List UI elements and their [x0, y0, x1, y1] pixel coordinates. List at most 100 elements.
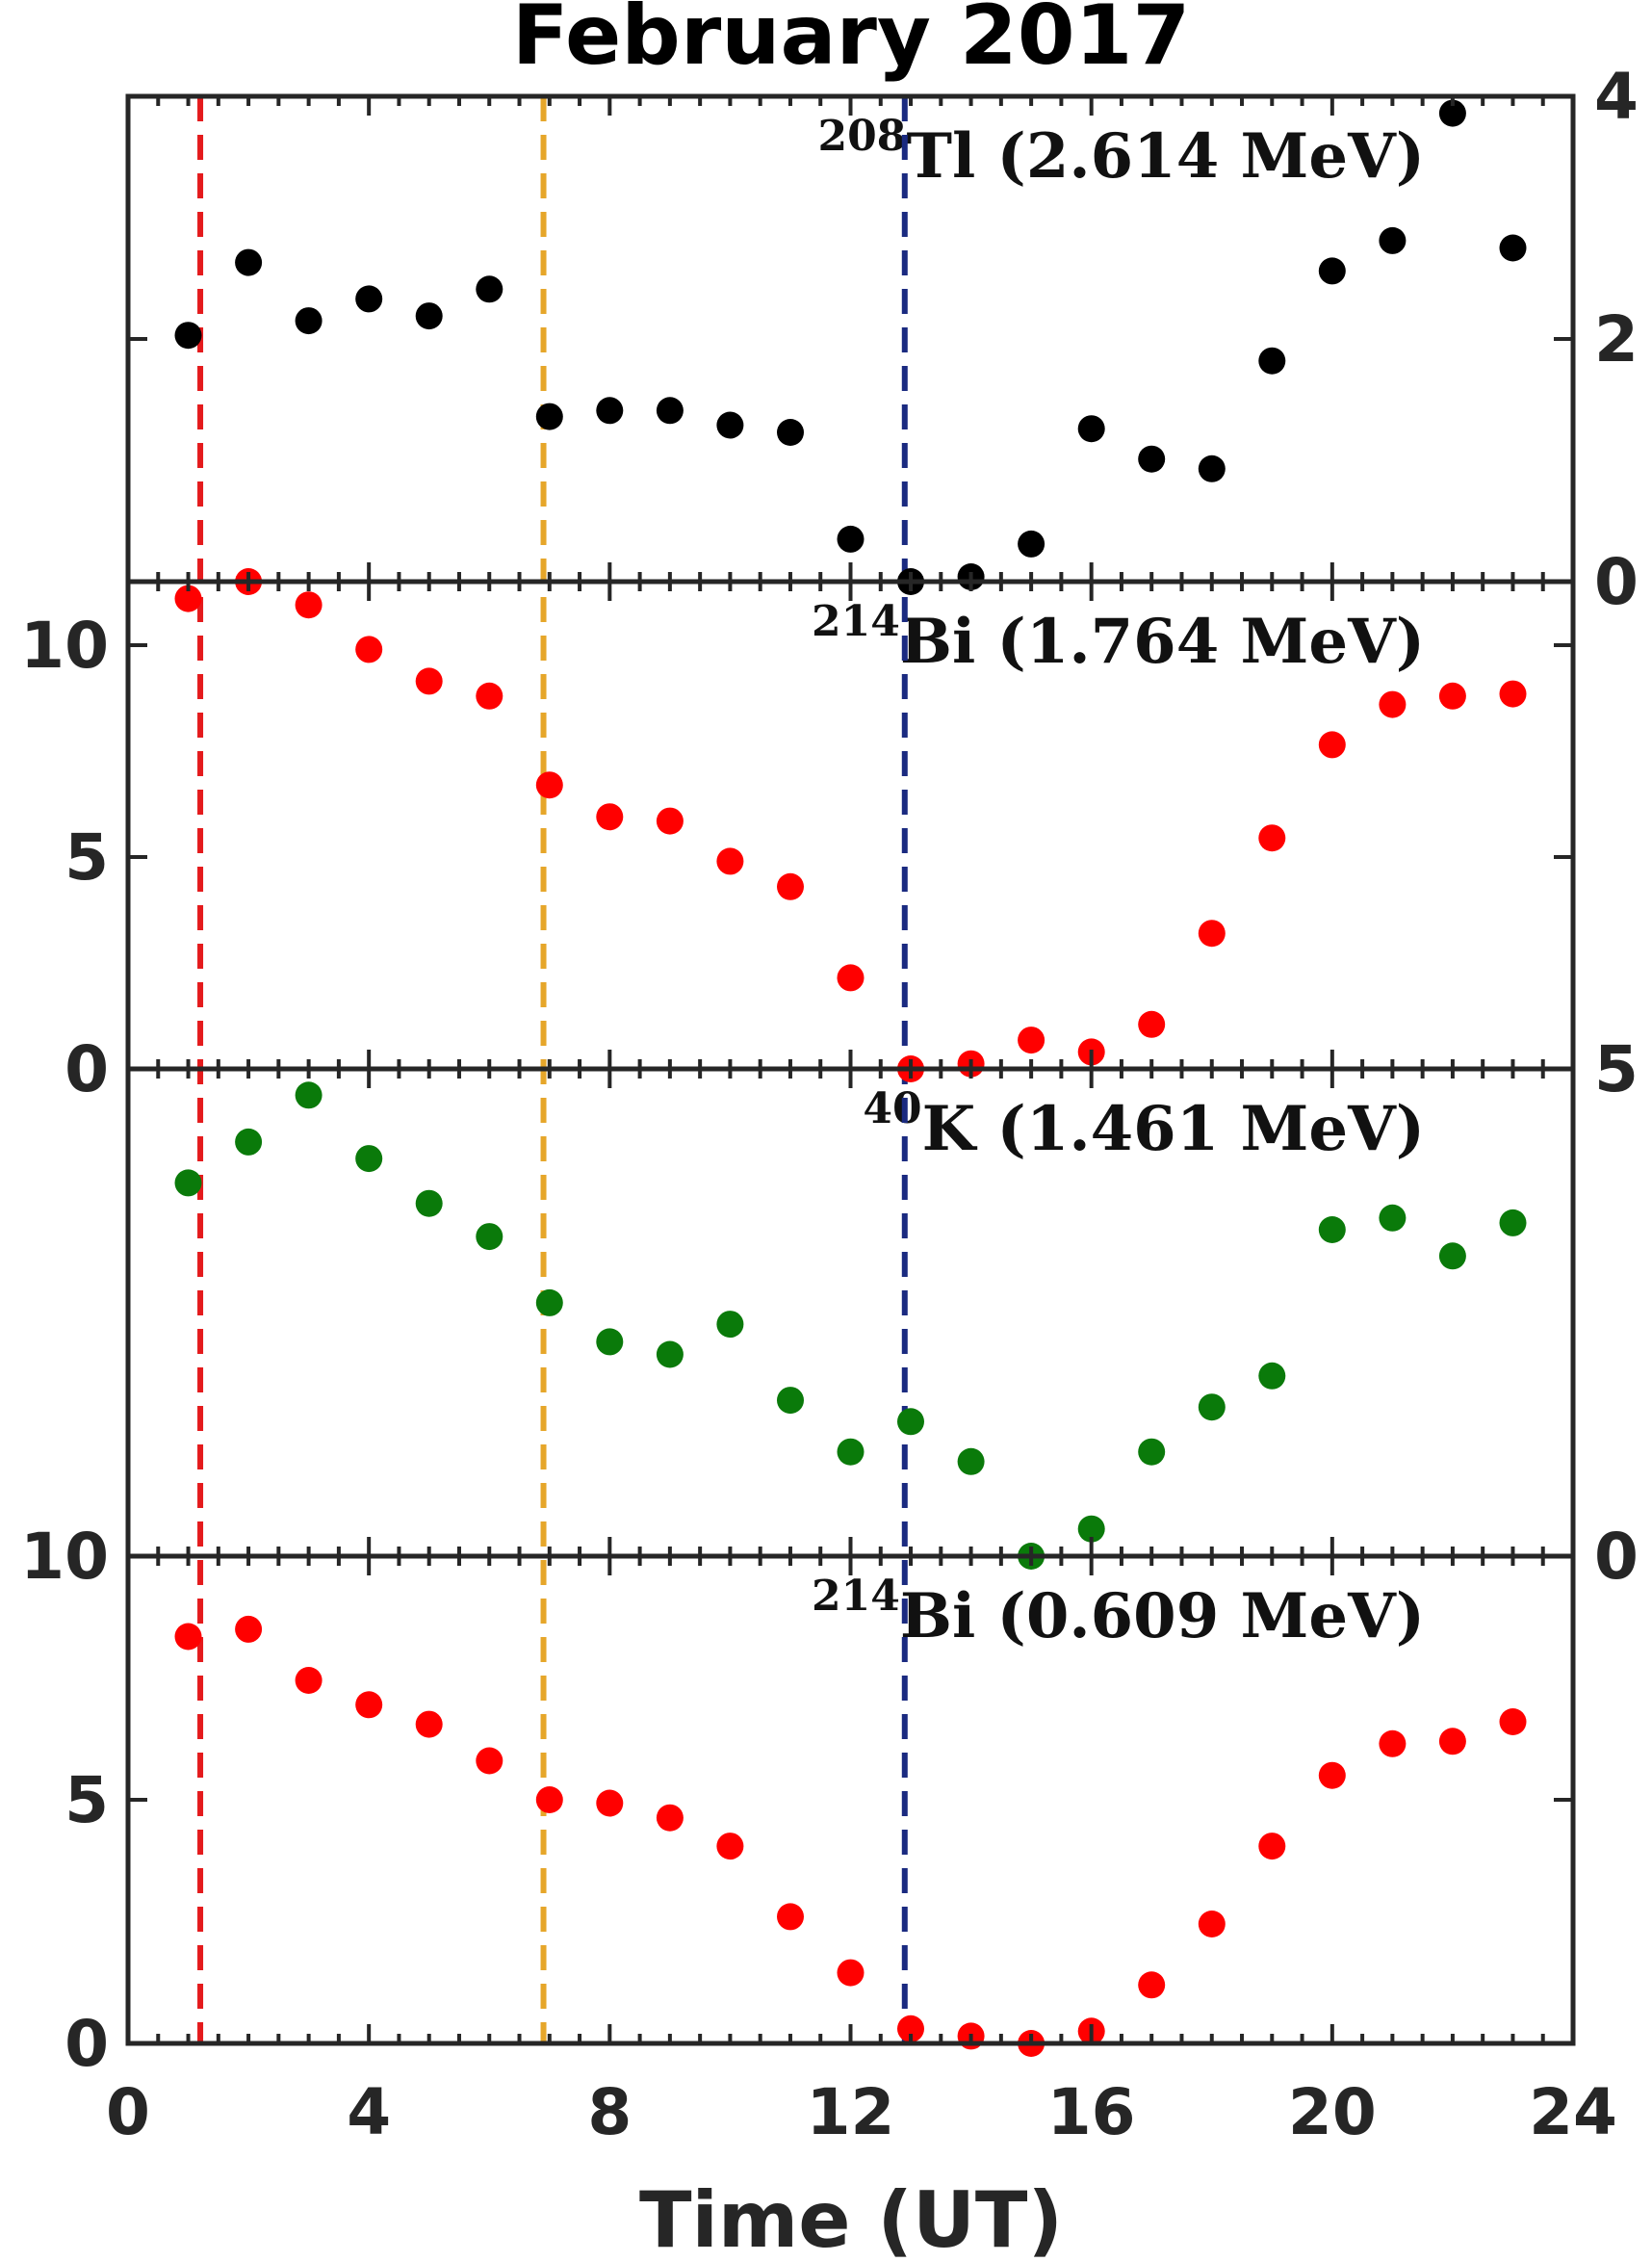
data-point: [1138, 1438, 1166, 1466]
data-point: [596, 1328, 624, 1356]
x-axis-label: Time (UT): [639, 2175, 1063, 2262]
panel-label-text: Tl (2.614 MeV): [906, 120, 1425, 193]
data-point: [415, 1710, 443, 1738]
data-point: [716, 1311, 744, 1339]
data-point: [535, 1288, 563, 1316]
data-point: [897, 2015, 924, 2042]
y-tick-label: 0: [65, 1032, 109, 1106]
x-tick-label: 24: [1529, 2075, 1617, 2149]
panel-label-1: 208Tl (2.614 MeV): [817, 112, 1425, 193]
data-point: [1379, 1729, 1407, 1757]
series-1: [174, 99, 1527, 595]
y-tick-label: 5: [1594, 1032, 1639, 1106]
data-point: [355, 636, 383, 663]
data-point: [777, 872, 804, 900]
data-point: [596, 1789, 624, 1817]
panel-label-text: Bi (1.764 MeV): [900, 606, 1425, 678]
data-point: [656, 397, 684, 425]
x-tick-label: 8: [587, 2075, 632, 2149]
y-tick-label: 2: [1594, 302, 1639, 377]
x-tick-label: 4: [347, 2075, 391, 2149]
data-point: [656, 1804, 684, 1832]
data-point: [235, 1615, 263, 1643]
data-point: [716, 1833, 744, 1860]
data-point: [1258, 824, 1286, 852]
data-point: [535, 403, 563, 430]
data-point: [716, 411, 744, 439]
y-tick-label: 10: [20, 609, 109, 683]
x-tick-label: 0: [106, 2075, 150, 2149]
y-tick-label: 0: [65, 2007, 109, 2081]
panel-label-text: K (1.461 MeV): [922, 1093, 1425, 1165]
data-point: [1138, 1971, 1166, 1999]
data-point: [837, 525, 865, 553]
y-tick-label: 0: [1594, 545, 1639, 619]
data-point: [897, 1408, 924, 1436]
data-point: [476, 275, 503, 303]
panel-label-isotope-mass: 214: [812, 1572, 900, 1621]
data-point: [415, 302, 443, 330]
y-tick-label: 4: [1594, 60, 1639, 134]
data-point: [355, 285, 383, 313]
data-point: [656, 807, 684, 835]
panel-label-3: 40K (1.461 MeV): [863, 1084, 1425, 1165]
data-point: [1077, 1515, 1105, 1543]
y-tick-label: 10: [20, 1520, 109, 1594]
panel-label-text: Bi (0.609 MeV): [900, 1580, 1425, 1652]
y-tick-label: 0: [1594, 1520, 1639, 1594]
data-point: [1318, 1216, 1346, 1243]
series-3: [174, 1081, 1527, 1570]
data-point: [535, 771, 563, 799]
data-point: [295, 1667, 323, 1694]
data-point: [1198, 455, 1226, 482]
panel-label-isotope-mass: 40: [863, 1084, 921, 1133]
data-point: [1138, 445, 1166, 473]
data-point: [1499, 1708, 1527, 1735]
data-point: [415, 667, 443, 695]
x-tick-label: 12: [807, 2075, 895, 2149]
data-point: [1438, 1242, 1466, 1270]
panels-layer: 208Tl (2.614 MeV)214Bi (1.764 MeV)40K (1…: [812, 112, 1425, 1652]
data-point: [174, 585, 202, 612]
data-point: [476, 682, 503, 710]
data-point: [716, 847, 744, 875]
data-point: [235, 1128, 263, 1156]
data-point: [1499, 680, 1527, 708]
data-point: [174, 1169, 202, 1197]
data-point: [1198, 920, 1226, 948]
data-point: [1138, 1010, 1166, 1038]
x-tick-label: 16: [1047, 2075, 1136, 2149]
panel-label-isotope-mass: 214: [812, 597, 900, 646]
data-point: [174, 322, 202, 350]
data-point: [1438, 99, 1466, 127]
data-point: [1258, 347, 1286, 375]
data-point: [1258, 1362, 1286, 1390]
data-point: [174, 1623, 202, 1651]
data-point: [837, 1959, 865, 1987]
data-point: [1077, 415, 1105, 443]
y-tick-label: 5: [65, 1763, 109, 1837]
data-point: [777, 419, 804, 446]
data-point: [957, 1447, 985, 1475]
data-point: [837, 964, 865, 992]
panel-frame: [125, 1553, 1576, 2046]
data-point: [777, 1903, 804, 1931]
data-point: [1318, 257, 1346, 285]
data-point: [1318, 1761, 1346, 1789]
data-point: [656, 1340, 684, 1368]
panel-label-4: 214Bi (0.609 MeV): [812, 1572, 1425, 1652]
data-point: [1438, 682, 1466, 710]
data-point: [1438, 1728, 1466, 1755]
data-point: [415, 1189, 443, 1217]
data-point: [1018, 1027, 1045, 1054]
x-tick-label: 20: [1288, 2075, 1377, 2149]
series-4: [174, 1615, 1527, 2057]
y-tick-label: 5: [65, 820, 109, 895]
data-point: [476, 1747, 503, 1775]
data-point: [235, 248, 263, 276]
data-point: [1499, 234, 1527, 262]
chart-title: February 2017: [512, 0, 1191, 84]
x-axis: 0 4 8 12 16 20 24: [106, 2075, 1617, 2149]
data-point: [1318, 731, 1346, 759]
